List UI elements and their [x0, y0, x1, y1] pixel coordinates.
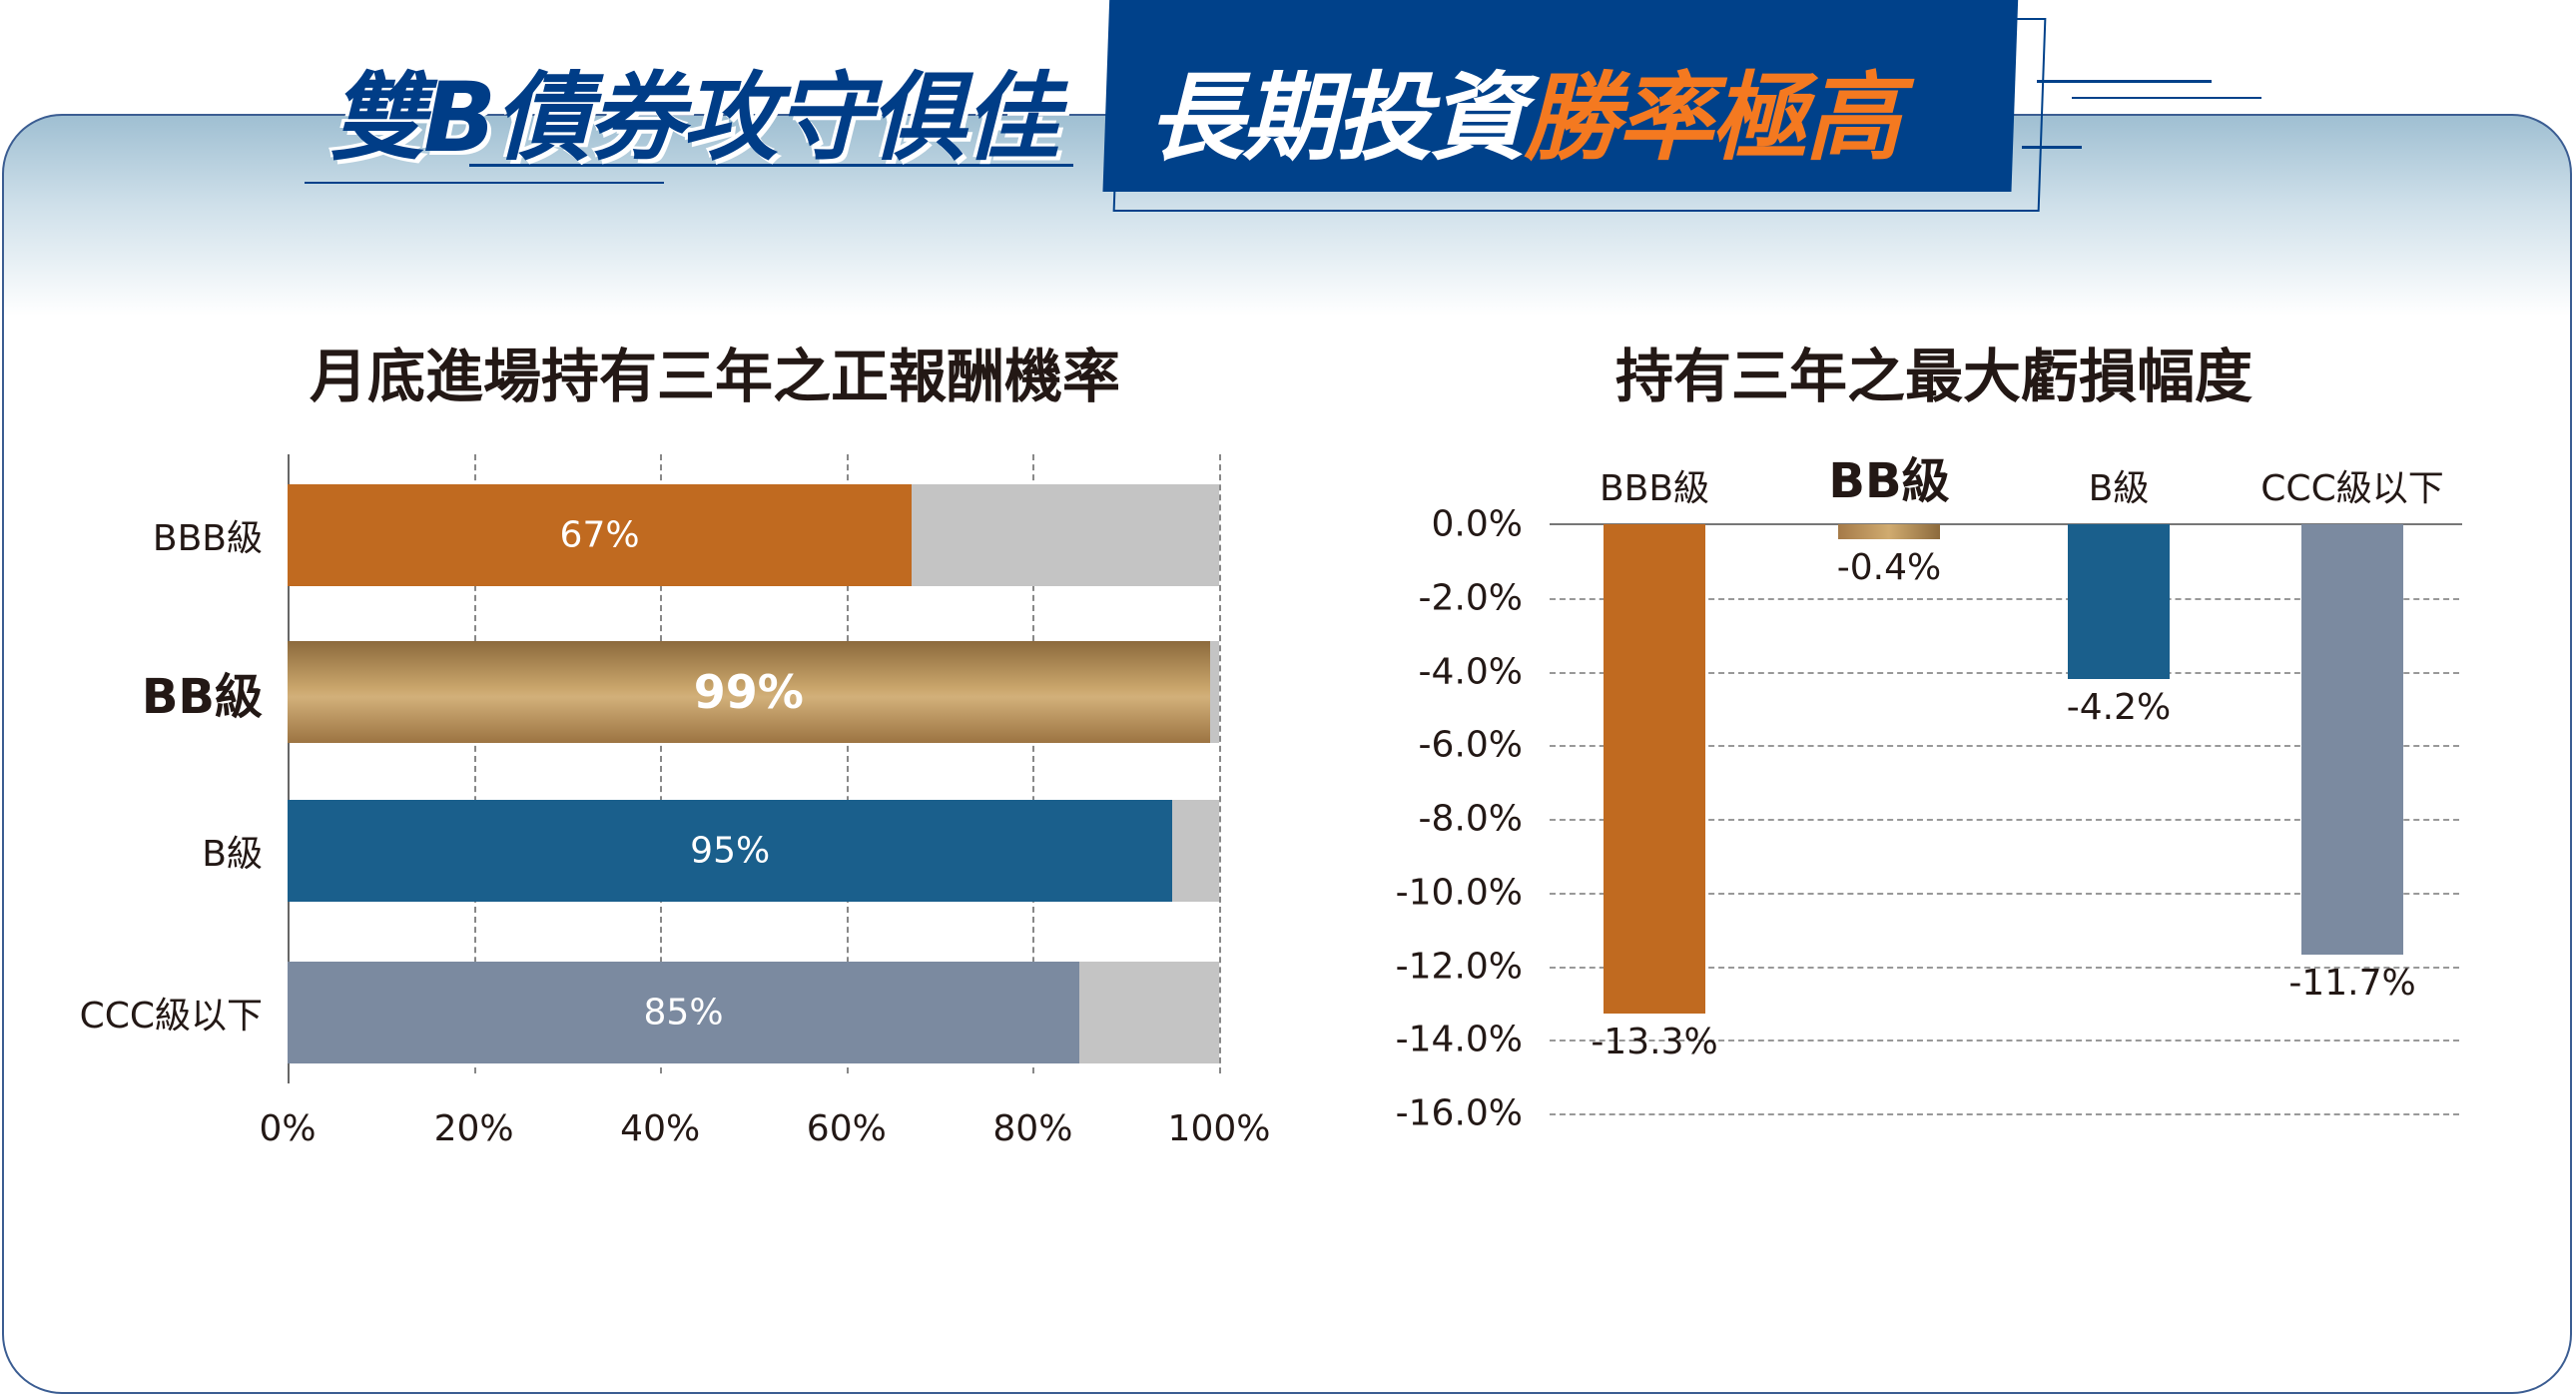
- data-label: 99%: [693, 665, 804, 719]
- y-tick-label: -2.0%: [1418, 577, 1523, 619]
- gridline: [1550, 1040, 2459, 1043]
- y-tick-label: -12.0%: [1395, 946, 1523, 987]
- gridline: [1550, 597, 2459, 600]
- category-label: B級: [202, 834, 263, 875]
- zero-axis-line: [1550, 523, 2462, 525]
- x-tick-label: 80%: [992, 1108, 1073, 1149]
- decor-line: [2037, 80, 2212, 83]
- headline-right-main: 長期投資: [1148, 62, 1526, 174]
- bar: [1838, 524, 1940, 539]
- data-label: -13.3%: [1591, 1022, 1718, 1063]
- gridline: [660, 454, 663, 1073]
- gridline: [1550, 745, 2459, 748]
- category-label: B級: [2088, 468, 2150, 509]
- y-tick-label: -10.0%: [1395, 872, 1523, 914]
- y-tick-label: -16.0%: [1395, 1092, 1523, 1134]
- bar: [288, 962, 1080, 1063]
- data-label: 95%: [690, 830, 771, 872]
- category-label: BB級: [141, 669, 263, 725]
- category-label: CCC級以下: [79, 996, 263, 1037]
- x-tick-label: 20%: [433, 1108, 514, 1149]
- data-label: -4.2%: [2066, 686, 2172, 728]
- data-label: 85%: [643, 992, 724, 1034]
- gridline: [1550, 892, 2459, 895]
- x-tick-label: 0%: [259, 1108, 317, 1149]
- gridline: [1219, 454, 1221, 1073]
- y-tick-label: 0.0%: [1431, 503, 1523, 545]
- gridline: [473, 454, 476, 1073]
- decor-line: [469, 164, 1073, 167]
- category-label: BBB級: [152, 518, 263, 559]
- category-label: BB級: [1828, 453, 1950, 509]
- data-label: 67%: [559, 514, 640, 556]
- gridline: [846, 454, 849, 1073]
- gridline: [1032, 454, 1035, 1073]
- bar: [2301, 524, 2403, 956]
- x-tick-label: 40%: [620, 1108, 701, 1149]
- y-tick-label: -6.0%: [1418, 724, 1523, 766]
- gridline: [1550, 1113, 2459, 1115]
- gridline: [1550, 819, 2459, 821]
- category-label: CCC級以下: [2260, 468, 2444, 509]
- data-label: -11.7%: [2288, 963, 2416, 1005]
- headline-right: 長期投資勝率極高: [1148, 40, 1901, 179]
- bar: [288, 484, 913, 586]
- decor-line: [305, 182, 664, 184]
- left-chart-title: 月底進場持有三年之正報酬機率: [309, 343, 1121, 410]
- headline-left: 雙B債券攻守俱佳: [329, 62, 1059, 174]
- data-label: -0.4%: [1836, 546, 1942, 588]
- gridline: [1550, 671, 2459, 674]
- content-panel: [2, 114, 2572, 1394]
- decor-line: [2022, 146, 2082, 149]
- x-tick-label: 100%: [1167, 1108, 1271, 1149]
- bar: [2068, 524, 2170, 679]
- y-tick-label: -4.0%: [1418, 651, 1523, 692]
- x-tick-label: 60%: [806, 1108, 887, 1149]
- y-tick-label: -14.0%: [1395, 1019, 1523, 1060]
- x-axis-line: [288, 454, 290, 1083]
- y-tick-label: -8.0%: [1418, 798, 1523, 840]
- bar: [288, 800, 1173, 902]
- decor-line: [2072, 97, 2261, 99]
- category-label: BBB級: [1599, 468, 1710, 509]
- bar: [288, 641, 1210, 743]
- right-chart-title: 持有三年之最大虧損幅度: [1614, 343, 2254, 410]
- headline-right-highlight: 勝率極高: [1524, 62, 1901, 174]
- gridline: [1550, 966, 2459, 969]
- bar: [1604, 524, 1705, 1015]
